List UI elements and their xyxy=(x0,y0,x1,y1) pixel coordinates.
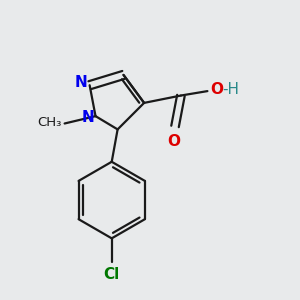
Text: O: O xyxy=(167,134,180,149)
Text: -H: -H xyxy=(223,82,240,97)
Text: N: N xyxy=(82,110,94,125)
Text: N: N xyxy=(75,75,88,90)
Text: O: O xyxy=(210,82,223,97)
Text: CH₃: CH₃ xyxy=(37,116,62,129)
Text: Cl: Cl xyxy=(103,267,120,282)
